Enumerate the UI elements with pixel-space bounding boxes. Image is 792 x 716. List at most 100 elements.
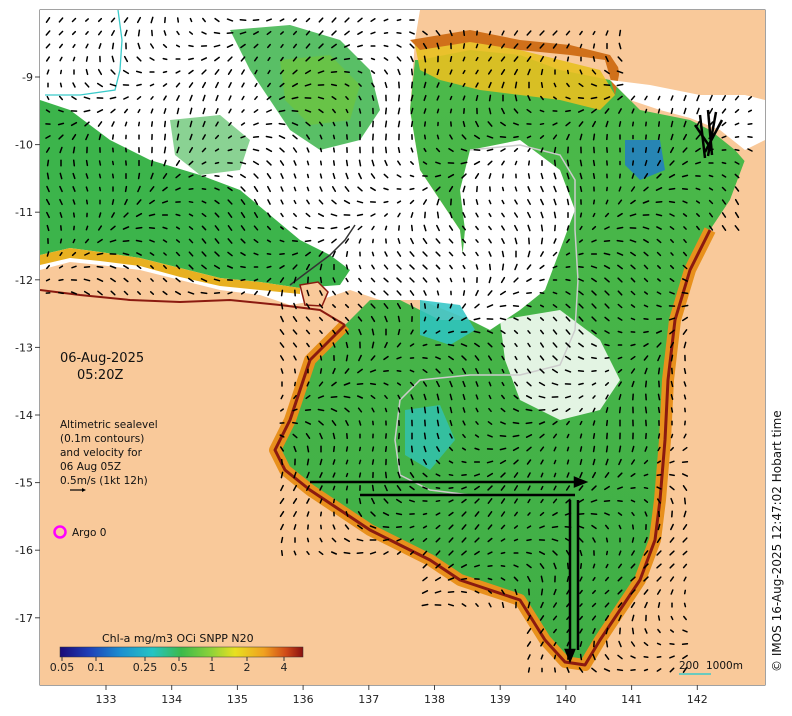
velocity-arrow (436, 316, 440, 322)
velocity-arrow (435, 459, 441, 465)
velocity-arrow (565, 30, 571, 36)
velocity-arrow (331, 381, 337, 387)
velocity-arrow (383, 551, 389, 555)
velocity-arrow (591, 524, 597, 530)
velocity-arrow (486, 460, 494, 464)
velocity-arrow (252, 148, 260, 152)
velocity-arrow (45, 17, 51, 23)
velocity-arrow (136, 252, 142, 256)
velocity-arrow (644, 159, 648, 167)
velocity-arrow (370, 303, 376, 309)
velocity-arrow (617, 95, 623, 101)
velocity-arrow (644, 108, 648, 114)
velocity-arrow (501, 107, 505, 115)
velocity-arrow (370, 70, 376, 74)
velocity-arrow (371, 497, 375, 505)
velocity-arrow (618, 108, 622, 114)
velocity-arrow (189, 17, 193, 23)
velocity-arrow (202, 120, 206, 128)
velocity-arrow (460, 343, 468, 347)
velocity-arrow (669, 563, 675, 569)
velocity-arrow (254, 82, 258, 88)
velocity-arrow (513, 459, 519, 465)
velocity-arrow (683, 615, 687, 621)
velocity-arrow (136, 16, 142, 24)
velocity-arrow (539, 304, 545, 308)
velocity-arrow (358, 420, 362, 426)
velocity-arrow (514, 355, 518, 361)
velocity-arrow (605, 199, 609, 205)
velocity-arrow (422, 30, 428, 36)
velocity-arrow (384, 107, 388, 115)
velocity-arrow (97, 290, 103, 296)
velocity-arrow (306, 485, 310, 491)
velocity-arrow (436, 380, 440, 388)
velocity-arrow (682, 160, 688, 166)
velocity-arrow (72, 199, 76, 205)
velocity-arrow (111, 134, 115, 140)
velocity-arrow (395, 512, 403, 516)
velocity-arrow (475, 368, 479, 374)
velocity-arrow (239, 161, 247, 165)
velocity-arrow (357, 70, 363, 74)
velocity-arrow (526, 628, 532, 634)
velocity-arrow (565, 408, 571, 412)
velocity-arrow (525, 408, 533, 412)
velocity-arrow (488, 199, 492, 205)
velocity-arrow (553, 654, 557, 660)
velocity-arrow (501, 394, 505, 400)
map-date: 06-Aug-2025 (60, 351, 144, 366)
velocity-arrow (708, 174, 714, 178)
velocity-arrow (345, 121, 349, 127)
velocity-arrow (682, 133, 688, 141)
velocity-arrow (669, 460, 675, 464)
velocity-arrow (566, 225, 570, 231)
velocity-arrow (565, 291, 571, 295)
velocity-arrow (304, 421, 312, 425)
velocity-arrow (473, 330, 481, 334)
velocity-arrow (448, 368, 454, 374)
velocity-arrow (552, 316, 558, 322)
velocity-arrow (670, 589, 674, 595)
velocity-arrow (553, 667, 557, 673)
velocity-arrow (85, 56, 89, 62)
velocity-arrow (449, 433, 453, 439)
velocity-arrow (135, 70, 143, 74)
velocity-arrow (214, 161, 220, 165)
velocity-arrow (449, 419, 453, 427)
velocity-arrow (695, 147, 701, 153)
velocity-arrow (396, 538, 402, 542)
velocity-arrow (538, 551, 546, 555)
velocity-arrow (267, 185, 271, 193)
velocity-arrow (604, 524, 610, 530)
velocity-arrow (345, 264, 349, 270)
velocity-arrow (370, 277, 376, 283)
velocity-arrow (253, 109, 259, 113)
velocity-arrow (539, 563, 545, 569)
velocity-arrow (228, 108, 232, 114)
lat-tick-label: -14 (15, 409, 33, 422)
velocity-arrow (423, 330, 427, 334)
velocity-arrow (592, 458, 596, 466)
velocity-arrow (267, 199, 271, 205)
velocity-arrow (435, 524, 441, 530)
velocity-arrow (591, 316, 597, 322)
velocity-arrow (462, 212, 466, 218)
velocity-arrow (409, 264, 415, 270)
velocity-arrow (317, 56, 325, 62)
velocity-arrow (668, 187, 676, 191)
velocity-arrow (683, 120, 687, 128)
velocity-arrow (591, 239, 597, 243)
lon-tick-label: 134 (161, 693, 182, 706)
velocity-arrow (616, 83, 624, 87)
velocity-arrow (501, 212, 505, 218)
velocity-arrow (617, 512, 623, 516)
velocity-arrow (553, 459, 557, 465)
velocity-arrow (577, 109, 585, 113)
velocity-arrow (657, 265, 661, 269)
velocity-arrow (553, 211, 557, 219)
velocity-arrow (279, 277, 285, 283)
velocity-arrow (681, 642, 689, 646)
velocity-arrow (332, 317, 336, 321)
velocity-arrow (605, 120, 609, 128)
